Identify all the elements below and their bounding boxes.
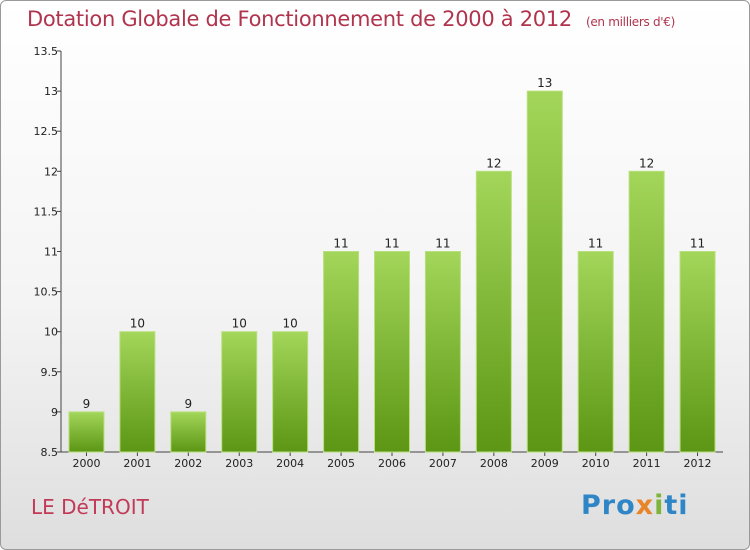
x-tick-label-2003: 2003 [225,457,253,470]
y-tick-label: 13.5 [34,45,59,58]
bar-2008 [475,170,512,453]
y-tick-label: 12.5 [34,125,59,138]
bar-2000 [68,411,105,453]
y-tick-label: 12 [44,165,58,178]
x-tick-label-2005: 2005 [327,457,355,470]
x-tick-label-2001: 2001 [123,457,151,470]
data-label-2000: 9 [83,397,91,411]
data-label-2009: 13 [537,76,552,90]
y-tick-label: 8.5 [41,446,59,459]
bar-2010 [577,251,614,453]
data-label-2012: 11 [690,237,705,251]
bar-2001 [119,331,156,453]
x-tick-label-2009: 2009 [531,457,559,470]
data-label-2006: 11 [384,237,399,251]
x-tick-label-2006: 2006 [378,457,406,470]
y-tick-label: 11 [44,246,58,259]
bar-2002 [170,411,207,453]
x-tick-label-2010: 2010 [582,457,610,470]
x-tick-label-2011: 2011 [633,457,661,470]
bar-2004 [272,331,309,453]
data-label-2005: 11 [333,237,348,251]
data-label-2011: 12 [639,156,654,170]
logo-part-2: x [635,490,655,521]
bar-2007 [424,251,461,453]
x-tick-label-2008: 2008 [480,457,508,470]
logo-part-1: Pro [581,490,636,521]
y-tick-label: 10.5 [34,286,59,299]
x-tick-label-2002: 2002 [174,457,202,470]
chart-title: Dotation Globale de Fonctionnement de 20… [27,7,675,31]
y-tick-label: 9.5 [41,366,59,379]
bar-2005 [323,251,360,453]
data-label-2007: 11 [435,237,450,251]
data-label-2003: 10 [232,317,247,331]
logo-part-3: i [654,490,665,521]
title-text: Dotation Globale de Fonctionnement de 20… [27,7,572,31]
y-tick-label: 9 [51,406,58,419]
x-tick-label-2004: 2004 [276,457,304,470]
x-tick-label-2000: 2000 [72,457,100,470]
bar-2012 [679,251,716,453]
bar-2006 [374,251,410,453]
y-tick-label: 11.5 [34,205,59,218]
bar-2009 [526,90,563,453]
title-unit: (en milliers d'€) [585,15,675,29]
y-tick-label: 10 [44,326,58,339]
city-name: LE DéTROIT [31,495,149,519]
logo-part-4: ti [664,490,689,521]
data-label-2008: 12 [486,156,501,170]
y-tick-label: 13 [44,85,58,98]
bar-2003 [221,331,258,453]
x-tick-label-2012: 2012 [684,457,712,470]
data-label-2001: 10 [130,317,145,331]
x-tick-label-2007: 2007 [429,457,457,470]
data-label-2004: 10 [283,317,298,331]
bar-2011 [628,170,665,453]
data-label-2010: 11 [588,237,603,251]
data-label-2002: 9 [184,397,192,411]
proxiti-logo: Proxiti [581,490,689,521]
